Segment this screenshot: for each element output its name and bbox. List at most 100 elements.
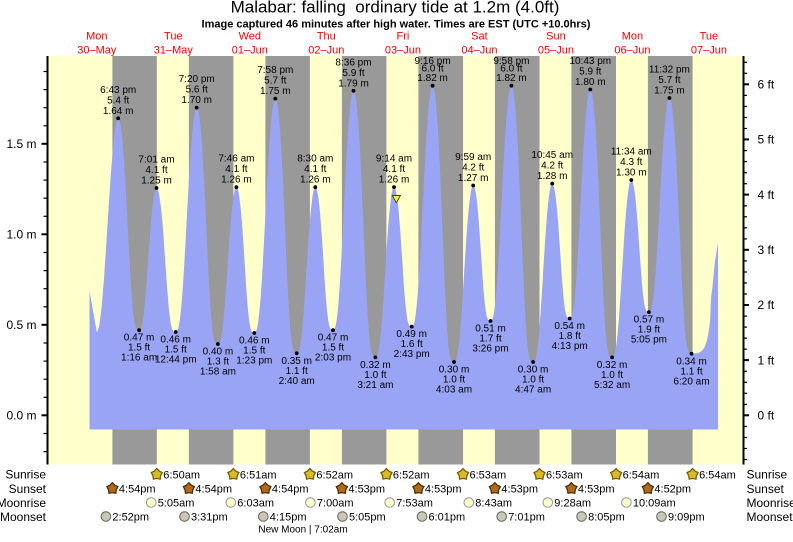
svg-text:6:52am: 6:52am <box>393 469 430 481</box>
svg-text:6:53am: 6:53am <box>470 469 507 481</box>
svg-text:6:53am: 6:53am <box>546 469 583 481</box>
svg-text:7:20 pm: 7:20 pm <box>179 74 215 85</box>
svg-text:Moonset: Moonset <box>747 510 793 524</box>
svg-text:Mon: Mon <box>622 31 643 43</box>
svg-text:1.30 m: 1.30 m <box>616 168 647 179</box>
svg-text:6:03am: 6:03am <box>237 498 274 510</box>
svg-text:1.26 m: 1.26 m <box>379 175 410 186</box>
svg-text:7:01 am: 7:01 am <box>138 155 174 166</box>
svg-text:Sunrise: Sunrise <box>747 468 788 482</box>
svg-text:4:52pm: 4:52pm <box>654 484 691 496</box>
svg-text:01–Jun: 01–Jun <box>232 45 268 57</box>
svg-text:1.79 m: 1.79 m <box>338 78 369 89</box>
svg-text:1.75 m: 1.75 m <box>260 86 291 97</box>
svg-text:1.80 m: 1.80 m <box>575 77 606 88</box>
svg-text:6:54am: 6:54am <box>699 469 736 481</box>
svg-text:6 ft: 6 ft <box>758 78 775 92</box>
svg-text:1.0 m: 1.0 m <box>6 228 36 242</box>
svg-text:4.2 ft: 4.2 ft <box>541 161 563 172</box>
svg-text:4:54pm: 4:54pm <box>195 484 232 496</box>
svg-text:1 ft: 1 ft <box>758 353 775 367</box>
svg-text:4.1 ft: 4.1 ft <box>383 164 405 175</box>
svg-text:1.25 m: 1.25 m <box>141 176 172 187</box>
svg-text:1.27 m: 1.27 m <box>458 173 489 184</box>
svg-text:New Moon | 7:02am: New Moon | 7:02am <box>258 525 347 536</box>
svg-text:Mon: Mon <box>86 31 107 43</box>
svg-text:5.6 ft: 5.6 ft <box>186 85 208 96</box>
svg-text:10:43 pm: 10:43 pm <box>569 56 611 67</box>
svg-text:5:05am: 5:05am <box>158 498 195 510</box>
svg-text:0 ft: 0 ft <box>758 409 775 423</box>
svg-text:4:47 am: 4:47 am <box>515 385 551 396</box>
svg-text:6:51am: 6:51am <box>240 469 277 481</box>
svg-text:Moonrise: Moonrise <box>747 496 793 510</box>
svg-text:4:53pm: 4:53pm <box>348 484 385 496</box>
svg-text:1:23 pm: 1:23 pm <box>236 356 272 367</box>
svg-text:4:53pm: 4:53pm <box>425 484 462 496</box>
svg-text:Malabar: falling ordinary tid: Malabar: falling ordinary tide at 1.2m (… <box>231 0 560 17</box>
svg-text:3 ft: 3 ft <box>758 243 775 257</box>
svg-text:1.70 m: 1.70 m <box>181 95 212 106</box>
svg-text:07–Jun: 07–Jun <box>691 45 727 57</box>
svg-text:2:03 pm: 2:03 pm <box>315 353 351 364</box>
svg-text:Sat: Sat <box>471 31 488 43</box>
svg-text:5:05pm: 5:05pm <box>349 512 386 524</box>
svg-text:2:52pm: 2:52pm <box>112 512 149 524</box>
svg-text:Wed: Wed <box>239 31 261 43</box>
svg-text:1.26 m: 1.26 m <box>221 175 252 186</box>
svg-text:0.5 m: 0.5 m <box>6 318 36 332</box>
svg-text:5:05 pm: 5:05 pm <box>631 335 667 346</box>
svg-text:5.7 ft: 5.7 ft <box>658 75 680 86</box>
svg-text:5:32 am: 5:32 am <box>594 380 630 391</box>
svg-text:3:31pm: 3:31pm <box>191 512 228 524</box>
svg-text:8:43am: 8:43am <box>475 498 512 510</box>
svg-text:9:59 am: 9:59 am <box>455 152 491 163</box>
svg-text:9:28am: 9:28am <box>554 498 591 510</box>
svg-text:30–May: 30–May <box>77 45 117 57</box>
svg-text:9:09pm: 9:09pm <box>668 512 705 524</box>
svg-text:Image captured 46 minutes afte: Image captured 46 minutes after high wat… <box>202 19 591 31</box>
svg-text:Tue: Tue <box>164 31 183 43</box>
svg-text:1.28 m: 1.28 m <box>537 171 568 182</box>
svg-text:7:01pm: 7:01pm <box>508 512 545 524</box>
svg-text:2:43 pm: 2:43 pm <box>394 349 430 360</box>
svg-text:Thu: Thu <box>317 31 336 43</box>
svg-text:11:34 am: 11:34 am <box>611 147 652 158</box>
svg-text:3:26 pm: 3:26 pm <box>472 344 508 355</box>
svg-text:8:05pm: 8:05pm <box>588 512 625 524</box>
svg-text:5.4 ft: 5.4 ft <box>107 95 129 106</box>
svg-text:Tue: Tue <box>700 31 719 43</box>
svg-text:1.82 m: 1.82 m <box>496 73 527 84</box>
svg-text:Sunset: Sunset <box>9 482 47 496</box>
svg-text:4:54pm: 4:54pm <box>119 484 156 496</box>
svg-text:7:58 pm: 7:58 pm <box>257 65 293 76</box>
svg-text:4:54pm: 4:54pm <box>272 484 309 496</box>
svg-text:Sunrise: Sunrise <box>5 468 46 482</box>
svg-text:5.9 ft: 5.9 ft <box>579 67 601 78</box>
svg-text:Fri: Fri <box>396 31 409 43</box>
svg-text:11:32 pm: 11:32 pm <box>649 65 690 76</box>
svg-text:4:53pm: 4:53pm <box>501 484 538 496</box>
svg-text:6:54am: 6:54am <box>623 469 660 481</box>
svg-text:2:40 am: 2:40 am <box>279 376 315 387</box>
svg-text:1:16 am: 1:16 am <box>121 353 157 364</box>
svg-text:8:30 am: 8:30 am <box>297 154 333 165</box>
svg-text:5 ft: 5 ft <box>758 133 775 147</box>
svg-text:4 ft: 4 ft <box>758 188 775 202</box>
svg-text:Moonset: Moonset <box>0 510 47 524</box>
svg-text:06–Jun: 06–Jun <box>614 45 650 57</box>
svg-text:1.82 m: 1.82 m <box>417 73 448 84</box>
svg-text:8:36 pm: 8:36 pm <box>335 57 371 68</box>
svg-text:1.5 m: 1.5 m <box>6 137 36 151</box>
svg-text:10:09am: 10:09am <box>633 498 676 510</box>
svg-text:12:44 pm: 12:44 pm <box>155 355 197 366</box>
svg-text:7:53am: 7:53am <box>396 498 433 510</box>
svg-text:Sun: Sun <box>546 31 566 43</box>
svg-text:6:52am: 6:52am <box>316 469 353 481</box>
svg-text:7:46 am: 7:46 am <box>218 154 254 165</box>
svg-text:0.0 m: 0.0 m <box>6 409 36 423</box>
svg-text:1:58 am: 1:58 am <box>200 367 236 378</box>
svg-text:05–Jun: 05–Jun <box>538 45 574 57</box>
svg-text:6:20 am: 6:20 am <box>673 376 709 387</box>
svg-text:4.3 ft: 4.3 ft <box>620 157 642 168</box>
